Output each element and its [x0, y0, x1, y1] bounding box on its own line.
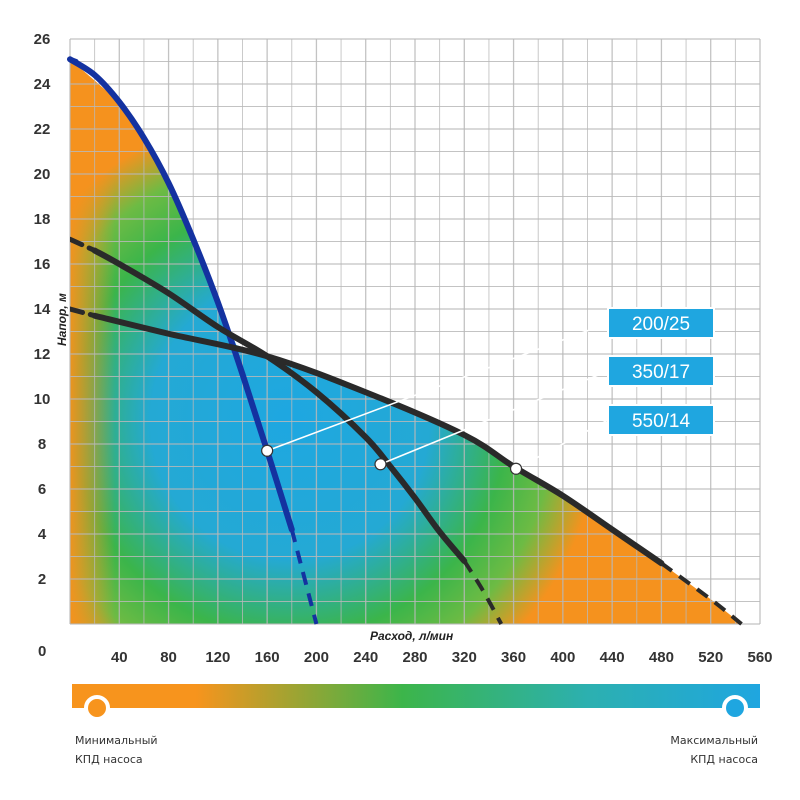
y-tick-label: 16 — [34, 256, 51, 273]
max-efficiency-label-line1: Максимальный — [670, 734, 758, 747]
x-tick-label: 560 — [747, 649, 772, 666]
y-tick-label: 8 — [38, 436, 46, 453]
series-550-14-dashed-end — [660, 561, 743, 626]
x-tick-label: 320 — [452, 649, 477, 666]
model-labels: 200/25 350/17 550/14 — [261, 307, 715, 475]
label-text-350-17: 350/17 — [632, 362, 690, 383]
y-tick-label: 14 — [34, 301, 51, 318]
tick-labels: 40 80 120 160 200 240 280 320 360 400 440 480 520 560… — [34, 31, 773, 666]
marker-550-14 — [509, 462, 523, 475]
leader-line-200-25 — [266, 322, 609, 452]
x-tick-label: 40 — [111, 649, 128, 666]
y-tick-label: 24 — [34, 76, 51, 93]
series-200-25 — [67, 56, 319, 625]
label-box-550-14 — [607, 404, 715, 436]
x-tick-label: 400 — [550, 649, 575, 666]
series-550-14-line — [91, 312, 665, 567]
x-tick-label: 280 — [402, 649, 427, 666]
label-box-200-25 — [607, 307, 715, 339]
x-tick-label: 80 — [160, 649, 177, 666]
min-efficiency-label-line1: Минимальный — [75, 734, 158, 747]
series-350-17 — [70, 236, 504, 625]
x-tick-label: 160 — [255, 649, 280, 666]
y-tick-label: 18 — [34, 211, 51, 228]
series-350-17-dashed-end — [462, 559, 504, 625]
y-tick-label: 12 — [34, 346, 51, 363]
origin-label: 0 — [38, 643, 46, 660]
x-tick-label: 240 — [353, 649, 378, 666]
y-tick-label: 26 — [34, 31, 51, 48]
efficiency-gradient-area — [70, 59, 742, 624]
leader-line-550-14 — [515, 419, 609, 470]
max-efficiency-marker — [722, 695, 748, 721]
series-200-25-line — [67, 56, 295, 533]
series-350-17-line — [91, 247, 468, 564]
curves — [67, 56, 743, 626]
efficiency-scale: Минимальный КПД насоса Максимальный КПД … — [72, 684, 760, 766]
efficiency-scale-bar — [72, 684, 760, 708]
label-box-350-17 — [607, 355, 715, 387]
x-tick-label: 520 — [698, 649, 723, 666]
min-efficiency-marker — [84, 695, 110, 721]
x-tick-label: 120 — [205, 649, 230, 666]
y-tick-label: 10 — [34, 391, 51, 408]
marker-200-25 — [261, 444, 274, 457]
marker-350-17 — [374, 458, 387, 471]
y-tick-label: 20 — [34, 166, 51, 183]
series-550-14 — [70, 306, 743, 626]
x-tick-label: 360 — [501, 649, 526, 666]
x-tick-label: 440 — [600, 649, 625, 666]
x-tick-label: 200 — [304, 649, 329, 666]
y-tick-label: 4 — [38, 526, 47, 543]
max-efficiency-label-line2: КПД насоса — [690, 753, 758, 766]
y-axis-label: Напор, м — [55, 293, 69, 346]
leader-line-350-17 — [380, 370, 609, 465]
y-tick-label: 22 — [34, 121, 51, 138]
label-text-200-25: 200/25 — [632, 314, 690, 335]
min-efficiency-label-line2: КПД насоса — [75, 753, 143, 766]
y-tick-label: 6 — [38, 481, 46, 498]
series-200-25-dashed-end — [289, 528, 319, 625]
y-tick-label: 2 — [38, 571, 46, 588]
efficiency-region-edge — [70, 59, 742, 624]
x-tick-label: 480 — [649, 649, 674, 666]
x-axis-label: Расход, л/мин — [370, 629, 454, 643]
label-text-550-14: 550/14 — [632, 411, 691, 432]
